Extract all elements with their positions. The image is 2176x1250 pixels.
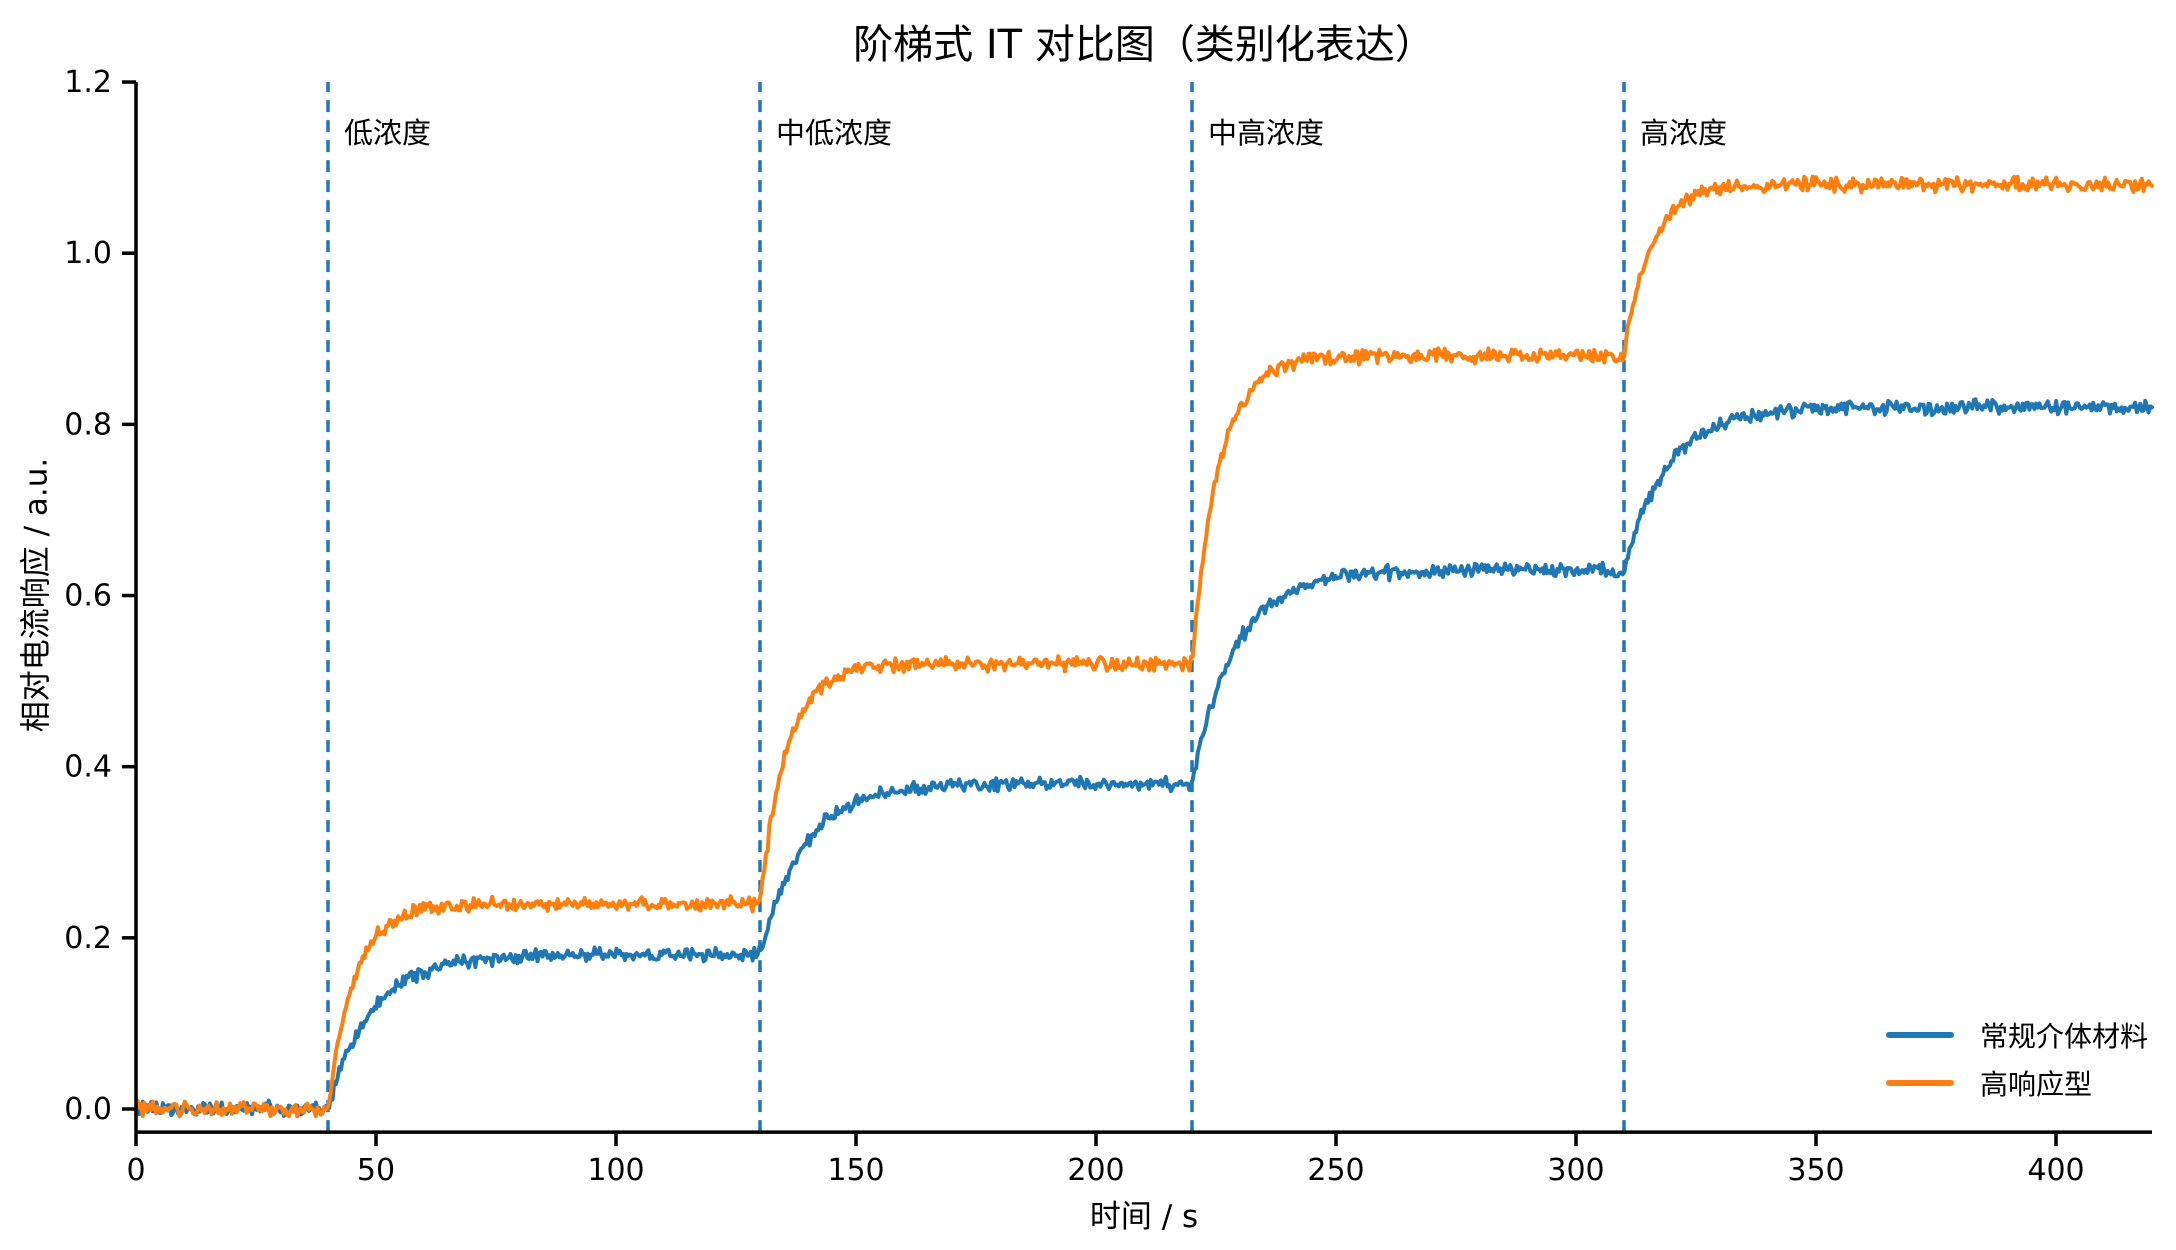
legend-swatch-conventional-mediator [1885, 1032, 1954, 1038]
legend: 常规介体材料 高响应型 [1885, 1018, 2148, 1101]
x-tick-label: 300 [1547, 1153, 1604, 1188]
x-tick-label: 100 [587, 1153, 644, 1188]
x-tick-label: 250 [1307, 1153, 1364, 1188]
x-axis-label: 时间 / s [1089, 1199, 1199, 1235]
x-tick-label: 400 [2027, 1153, 2084, 1188]
concentration-annotation: 中高浓度 [1208, 116, 1324, 150]
y-tick-label: 0.4 [64, 750, 112, 785]
legend-row-conventional-mediator: 常规介体材料 [1885, 1018, 2148, 1053]
legend-row-high-response: 高响应型 [1885, 1066, 2148, 1101]
y-tick-label: 1.0 [64, 236, 112, 271]
x-tick-label: 350 [1787, 1153, 1844, 1188]
legend-label-conventional-mediator: 常规介体材料 [1979, 1020, 2148, 1053]
concentration-annotation: 高浓度 [1640, 116, 1727, 150]
series-line-conventional-mediator [134, 397, 2154, 1118]
x-tick-label: 0 [126, 1153, 145, 1188]
x-tick-label: 150 [827, 1153, 884, 1188]
series-line-high-response [134, 174, 2154, 1119]
y-tick-label: 0.6 [64, 579, 112, 614]
chart-title: 阶梯式 IT 对比图（类别化表达） [853, 22, 1435, 68]
y-axis-label: 相对电流响应 / a.u. [18, 457, 55, 733]
y-tick-label: 0.8 [64, 407, 112, 442]
legend-swatch-high-response [1885, 1080, 1954, 1086]
y-tick-label: 0.2 [64, 921, 112, 956]
concentration-annotation: 中低浓度 [776, 116, 892, 150]
x-tick-label: 50 [357, 1153, 395, 1188]
legend-label-high-response: 高响应型 [1979, 1068, 2092, 1101]
y-tick-label: 0.0 [64, 1092, 112, 1127]
concentration-annotation: 低浓度 [344, 116, 431, 150]
x-tick-label: 200 [1067, 1153, 1124, 1188]
y-tick-label: 1.2 [64, 65, 112, 100]
